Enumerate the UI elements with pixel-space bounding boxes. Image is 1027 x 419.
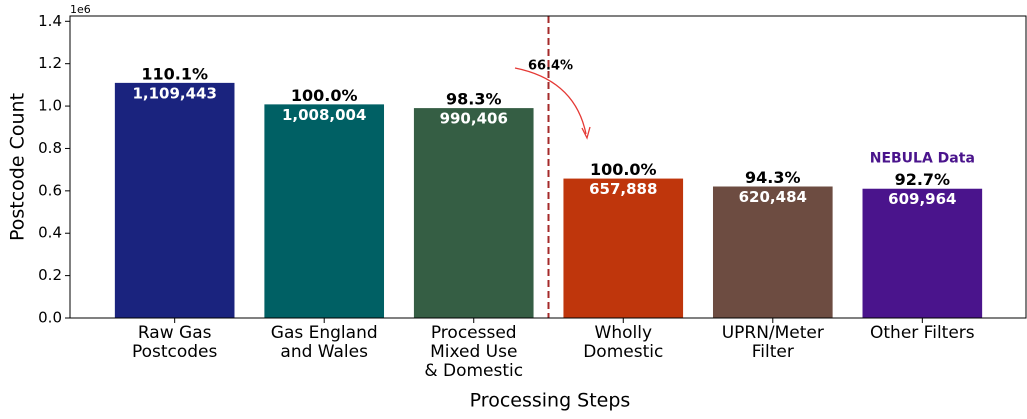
percent-label: 92.7% bbox=[895, 170, 951, 189]
bar bbox=[862, 188, 983, 318]
percent-label: 110.1% bbox=[141, 64, 208, 83]
value-label: 990,406 bbox=[440, 110, 508, 128]
split-annotation: 66.4% bbox=[528, 59, 573, 74]
bar bbox=[712, 186, 833, 318]
percent-label: 100.0% bbox=[291, 86, 358, 105]
value-label: 657,888 bbox=[589, 180, 657, 198]
x-tick-label: Processed Mixed Use & Domestic bbox=[424, 323, 524, 381]
y-tick-label: 0.0 bbox=[38, 309, 62, 327]
x-tick-label: Wholly Domestic bbox=[583, 323, 664, 362]
axes-frame bbox=[69, 15, 1027, 319]
bar bbox=[563, 178, 684, 318]
bar bbox=[413, 108, 534, 319]
split-arrow bbox=[514, 67, 587, 135]
y-tick-label: 1.4 bbox=[38, 12, 62, 30]
y-tick-label: 1.2 bbox=[38, 54, 62, 72]
arrow-head bbox=[581, 126, 591, 140]
value-label: 620,484 bbox=[739, 188, 807, 206]
value-label: 1,008,004 bbox=[282, 106, 366, 124]
x-tick-label: Gas England and Wales bbox=[270, 323, 378, 362]
percent-label: 100.0% bbox=[590, 160, 657, 179]
x-tick-label: Raw Gas Postcodes bbox=[131, 323, 218, 362]
y-axis-label: Postcode Count bbox=[7, 93, 29, 241]
y-offset: 1e6 bbox=[70, 3, 91, 16]
percent-label: 98.3% bbox=[446, 90, 502, 109]
y-tick-label: 1.0 bbox=[38, 97, 62, 115]
y-tick-label: 0.8 bbox=[38, 139, 62, 157]
x-tick-label: UPRN/Meter Filter bbox=[721, 323, 824, 362]
value-label: 1,109,443 bbox=[132, 84, 216, 102]
x-tick-label: Other Filters bbox=[870, 323, 975, 343]
y-tick-label: 0.4 bbox=[38, 224, 62, 242]
y-tick-label: 0.6 bbox=[38, 181, 62, 199]
value-label: 609,964 bbox=[888, 190, 956, 208]
x-axis-label: Processing Steps bbox=[470, 390, 631, 412]
bar bbox=[114, 82, 235, 318]
percent-label: 94.3% bbox=[745, 168, 801, 187]
bar bbox=[264, 104, 385, 318]
y-tick-label: 0.2 bbox=[38, 266, 62, 284]
final-annotation: NEBULA Data bbox=[870, 151, 975, 167]
